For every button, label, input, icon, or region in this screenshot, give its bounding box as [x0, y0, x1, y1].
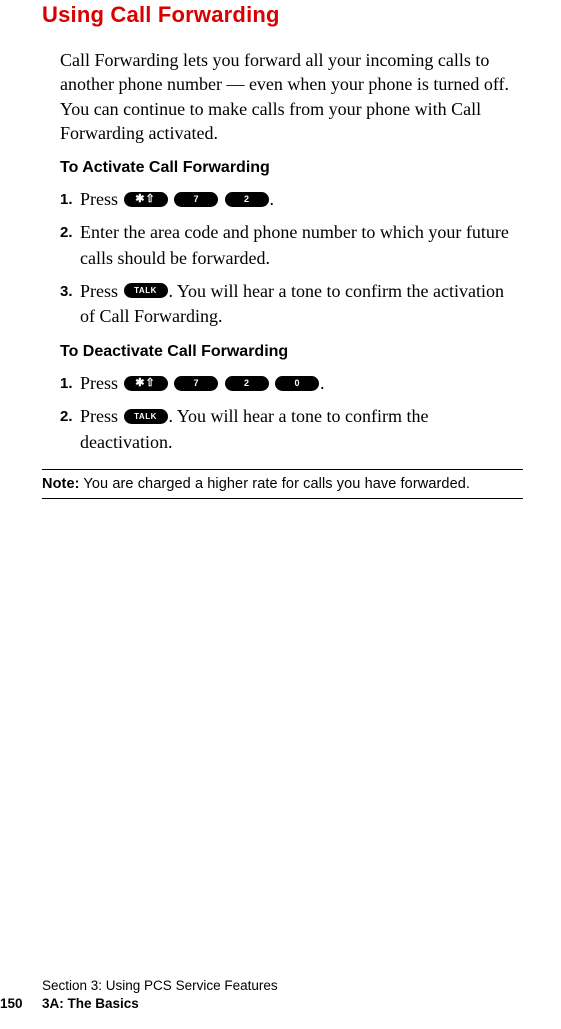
key-2-icon: 2: [225, 376, 269, 391]
step-number: 1.: [60, 187, 80, 210]
page-number: 150: [0, 995, 42, 1013]
key-star-icon: ✱⇧: [124, 192, 168, 207]
deactivate-step-1: 1. Press ✱⇧ 7 2 0.: [60, 371, 523, 396]
activate-heading: To Activate Call Forwarding: [60, 159, 523, 177]
footer-chapter-line: 1503A: The Basics: [42, 995, 278, 1013]
chapter-label: 3A: The Basics: [42, 996, 139, 1011]
note-text: You are charged a higher rate for calls …: [80, 476, 471, 492]
key-7-icon: 7: [174, 192, 218, 207]
step-text: Press ✱⇧ 7 2.: [80, 187, 523, 212]
key-star-icon: ✱⇧: [124, 376, 168, 391]
step-number: 2.: [60, 220, 80, 243]
step-number: 1.: [60, 371, 80, 394]
period: .: [320, 373, 325, 393]
key-2-icon: 2: [225, 192, 269, 207]
period: .: [270, 189, 275, 209]
step-text: Enter the area code and phone number to …: [80, 220, 523, 270]
step-number: 2.: [60, 404, 80, 427]
step-text: Press TALK. You will hear a tone to conf…: [80, 404, 523, 454]
footer-section-line: Section 3: Using PCS Service Features: [42, 977, 278, 995]
page: Using Call Forwarding Call Forwarding le…: [0, 0, 561, 1029]
press-label: Press: [80, 189, 123, 209]
key-talk-icon: TALK: [124, 283, 168, 298]
deactivate-heading: To Deactivate Call Forwarding: [60, 343, 523, 361]
key-7-icon: 7: [174, 376, 218, 391]
activate-steps: 1. Press ✱⇧ 7 2. 2. Enter the area code …: [60, 187, 523, 329]
deactivate-steps: 1. Press ✱⇧ 7 2 0. 2. Press TALK. You wi…: [60, 371, 523, 455]
activate-step-2: 2. Enter the area code and phone number …: [60, 220, 523, 270]
press-label: Press: [80, 281, 123, 301]
note-block: Note: You are charged a higher rate for …: [42, 469, 523, 499]
deactivate-step-2: 2. Press TALK. You will hear a tone to c…: [60, 404, 523, 454]
key-0-icon: 0: [275, 376, 319, 391]
step-text: Press ✱⇧ 7 2 0.: [80, 371, 523, 396]
page-footer: Section 3: Using PCS Service Features 15…: [42, 977, 278, 1013]
activate-step-1: 1. Press ✱⇧ 7 2.: [60, 187, 523, 212]
page-title: Using Call Forwarding: [42, 0, 523, 48]
body-content: Call Forwarding lets you forward all you…: [42, 48, 523, 455]
intro-paragraph: Call Forwarding lets you forward all you…: [60, 48, 523, 145]
activate-step-3: 3. Press TALK. You will hear a tone to c…: [60, 279, 523, 329]
step-number: 3.: [60, 279, 80, 302]
step-text: Press TALK. You will hear a tone to conf…: [80, 279, 523, 329]
press-label: Press: [80, 406, 123, 426]
key-talk-icon: TALK: [124, 409, 168, 424]
note-label: Note:: [42, 476, 80, 492]
press-label: Press: [80, 373, 123, 393]
